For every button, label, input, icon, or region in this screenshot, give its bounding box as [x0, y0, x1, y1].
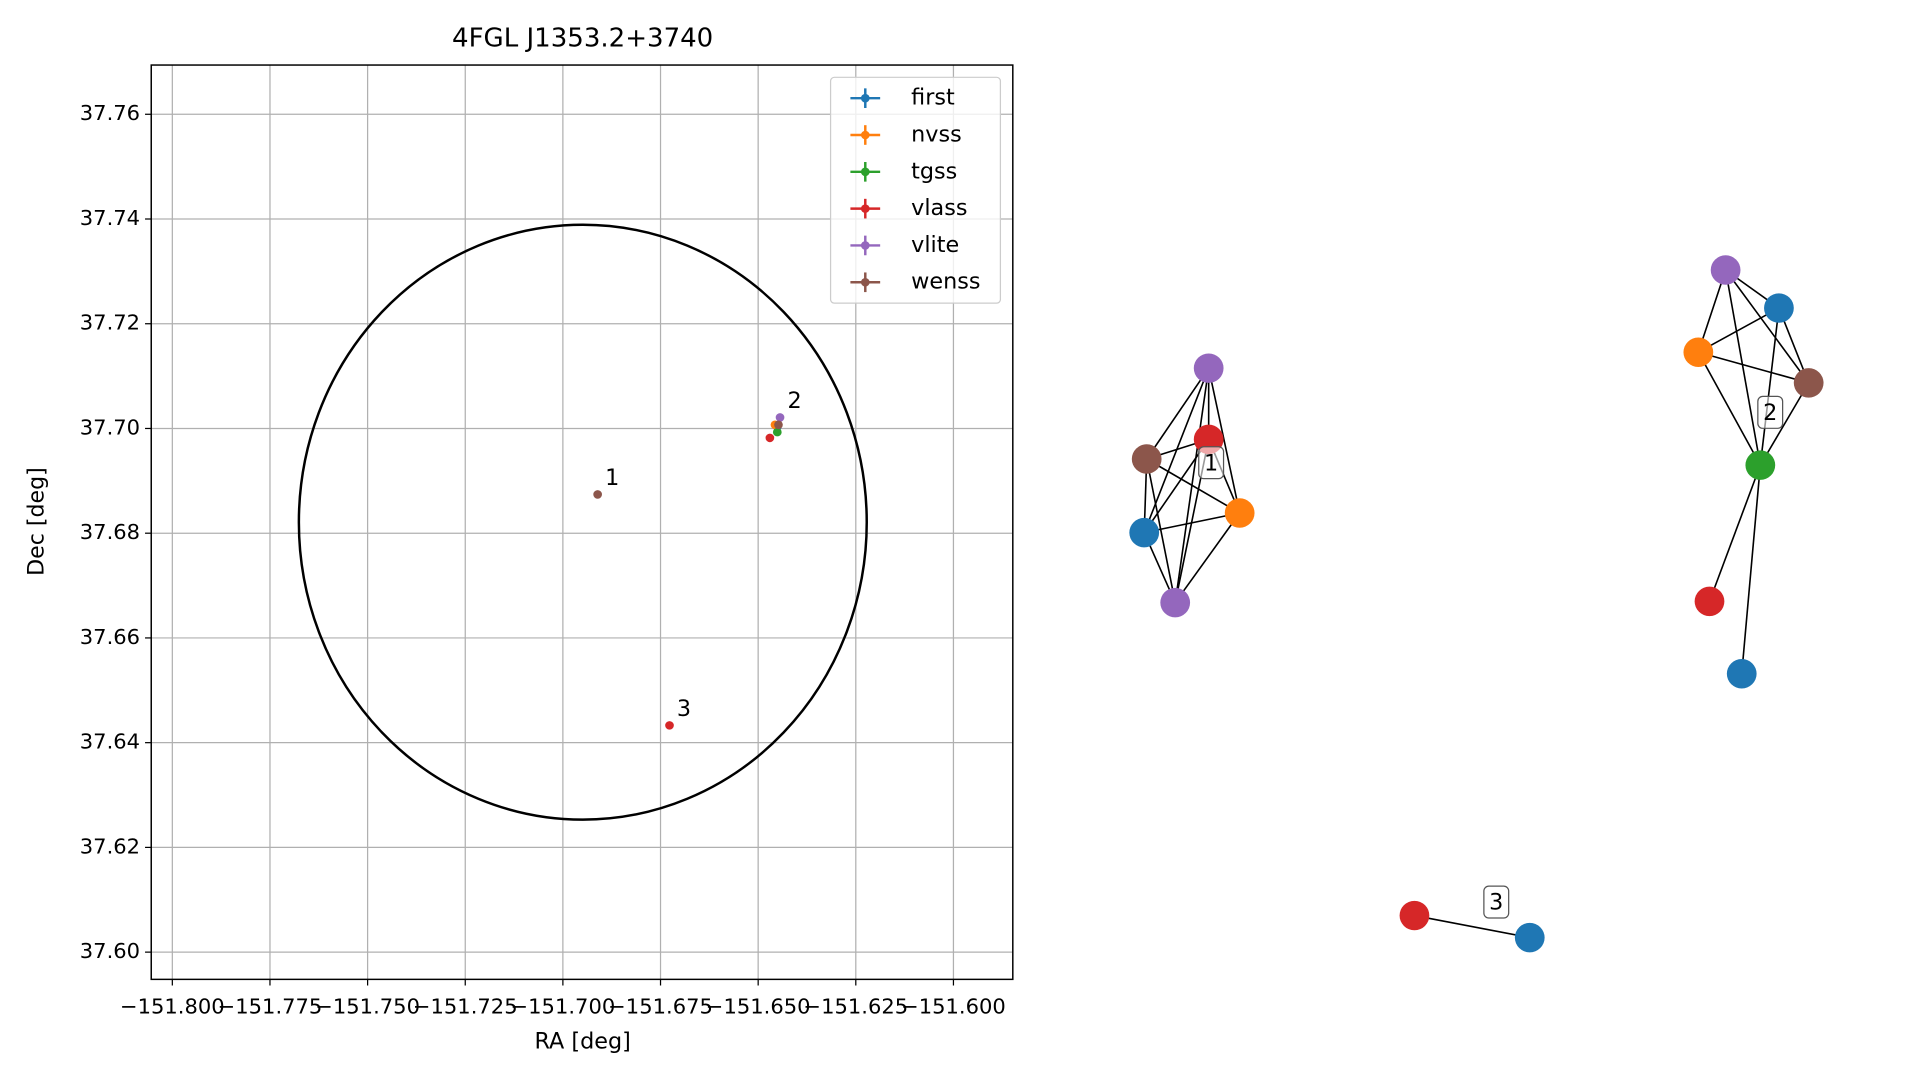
data-point — [774, 420, 783, 430]
region-circle — [297, 223, 868, 821]
graph-edge — [1724, 269, 1810, 384]
legend-marker — [860, 277, 870, 287]
legend-label: wenss — [911, 269, 980, 295]
graph-edge — [1143, 438, 1210, 534]
data-point — [775, 413, 785, 422]
y-tick-label: 37.60 — [80, 939, 140, 963]
graph-edge — [1145, 458, 1176, 603]
graph-node — [1160, 587, 1191, 618]
y-tick-label: 37.68 — [80, 520, 140, 544]
data-point — [665, 721, 674, 730]
graph-edge — [1759, 382, 1810, 466]
graph-label-box — [1198, 446, 1225, 480]
annotation: 1 — [605, 465, 619, 491]
graph-edge — [1146, 458, 1241, 514]
graph-edge — [1146, 367, 1210, 460]
chart-title: 4FGL J1353.2+3740 — [452, 24, 713, 54]
legend-marker — [860, 241, 870, 250]
graph-node — [1193, 353, 1224, 383]
graph-node — [1726, 659, 1757, 689]
graph-edge — [1724, 269, 1762, 466]
annotation: 3 — [677, 696, 691, 722]
graph-label-box — [1757, 395, 1784, 429]
graph-node — [1694, 586, 1725, 617]
legend-label: tgss — [911, 158, 957, 184]
legend-marker — [860, 130, 870, 140]
y-tick-label: 37.74 — [80, 206, 140, 230]
graph-node — [1793, 368, 1824, 398]
graph-edge — [1759, 307, 1780, 466]
plot-frame — [150, 64, 1014, 981]
graph-edge — [1697, 351, 1762, 466]
graph-node — [1764, 293, 1794, 323]
annotation: 2 — [787, 388, 801, 414]
graph-edge — [1414, 914, 1530, 939]
legend-label: first — [911, 85, 955, 111]
data-point — [765, 433, 775, 443]
x-tick-label: −151.725 — [413, 995, 518, 1019]
y-tick-label: 37.72 — [80, 311, 140, 335]
graph-node — [1683, 337, 1714, 367]
y-tick-label: 37.64 — [80, 730, 140, 754]
legend-marker — [860, 204, 870, 213]
data-point — [772, 427, 782, 437]
data-point — [593, 490, 602, 499]
x-tick-label: −151.600 — [901, 995, 1006, 1019]
legend-marker — [860, 93, 870, 103]
graph-node — [1224, 498, 1255, 528]
graph-node — [1745, 450, 1776, 480]
graph-node — [1399, 900, 1430, 931]
y-tick-label: 37.66 — [80, 625, 140, 649]
x-tick-label: −151.750 — [315, 995, 420, 1019]
graph-edge — [1708, 464, 1762, 602]
graph-label: 1 — [1204, 450, 1218, 476]
legend-label: nvss — [911, 122, 962, 148]
graph-node — [1131, 444, 1162, 474]
graph-edge — [1698, 351, 1809, 384]
y-tick-label: 37.62 — [80, 834, 140, 858]
legend-label: vlite — [911, 232, 959, 258]
y-tick-label: 37.70 — [80, 416, 140, 440]
x-tick-label: −151.675 — [608, 995, 713, 1019]
graph-label: 3 — [1489, 890, 1503, 916]
x-tick-label: −151.700 — [511, 995, 616, 1019]
graph-edge — [1740, 465, 1762, 674]
x-tick-label: −151.775 — [218, 995, 323, 1019]
graph-edge — [1207, 368, 1241, 514]
graph-edge — [1144, 512, 1240, 534]
graph-node — [1710, 255, 1741, 285]
x-tick-label: −151.650 — [706, 995, 811, 1019]
x-tick-label: −151.800 — [120, 995, 225, 1019]
graph-label-box — [1483, 885, 1510, 919]
legend-label: vlass — [911, 195, 967, 221]
graph-edge — [1697, 307, 1780, 353]
graph-label: 2 — [1763, 400, 1777, 426]
graph-node — [1129, 517, 1160, 548]
y-tick-label: 37.76 — [80, 101, 140, 125]
x-tick-label: −151.625 — [803, 995, 908, 1019]
y-axis-label: Dec [deg] — [24, 467, 50, 576]
graph-node — [1514, 922, 1545, 953]
legend-marker — [860, 167, 870, 177]
graph-edge — [1174, 512, 1241, 604]
x-axis-label: RA [deg] — [534, 1029, 630, 1055]
